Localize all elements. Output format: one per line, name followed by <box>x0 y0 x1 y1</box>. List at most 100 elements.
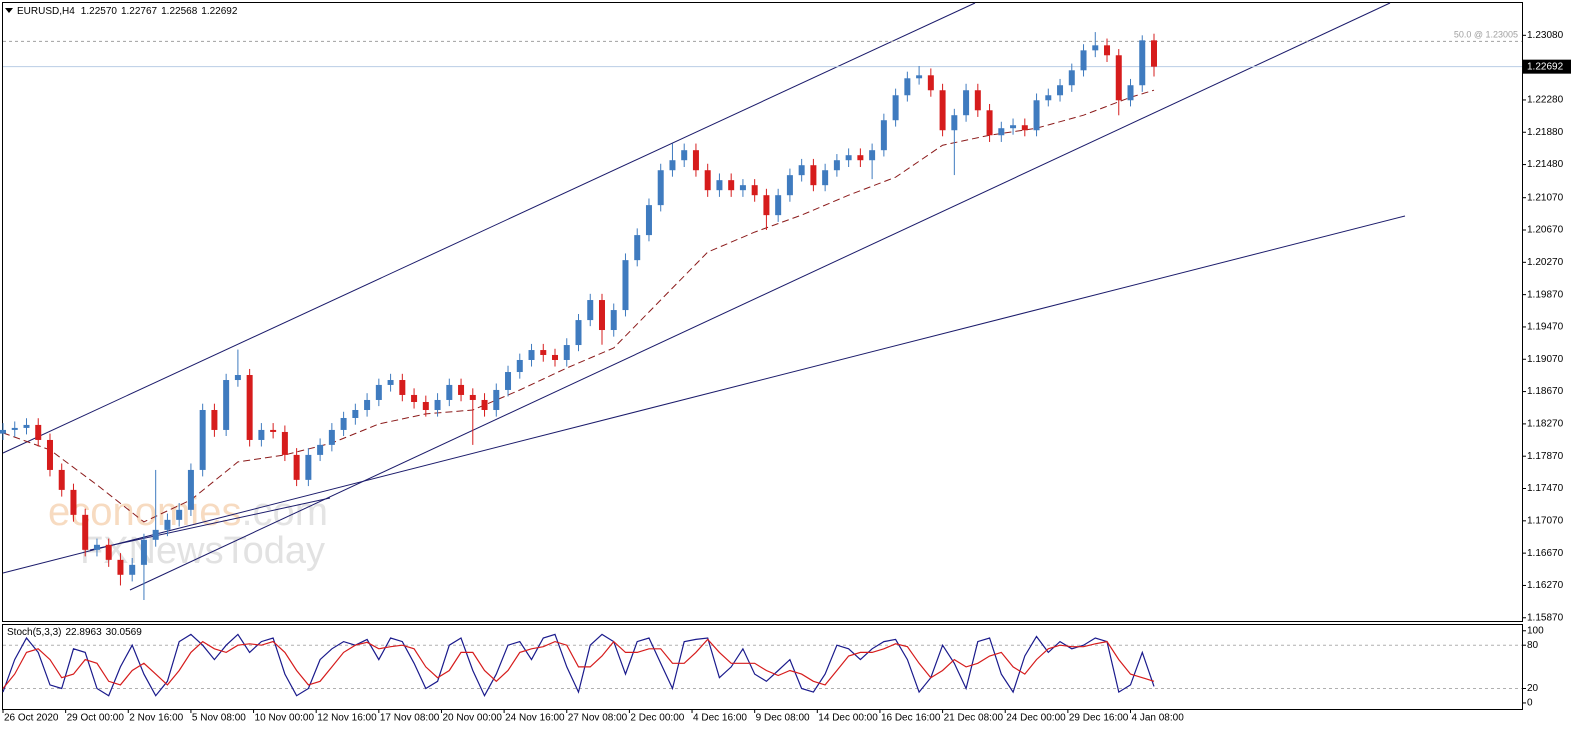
x-tick-label: 16 Dec 16:00 <box>881 713 941 724</box>
candle-body <box>46 439 53 470</box>
candle-body <box>681 150 688 161</box>
candle-body <box>528 350 535 360</box>
candle-body <box>610 310 617 331</box>
candle-body <box>176 509 183 520</box>
x-tick-label: 2 Dec 00:00 <box>630 713 684 724</box>
candle-body <box>317 444 324 455</box>
candle-body <box>187 469 194 510</box>
trendline <box>2 2 976 454</box>
y-tick-label: 1.23080 <box>1527 30 1564 41</box>
candle-body <box>974 90 981 111</box>
candle-body <box>434 399 441 410</box>
x-tick-label: 27 Nov 08:00 <box>568 713 628 724</box>
candle-body <box>458 384 465 395</box>
y-tick-label: 1.15870 <box>1527 612 1564 623</box>
candle-body <box>963 90 970 116</box>
candle-body <box>540 350 547 355</box>
x-tick-label: 21 Dec 08:00 <box>944 713 1004 724</box>
candle-body <box>364 399 371 410</box>
candle-body <box>1150 40 1157 67</box>
x-tick-label: 12 Nov 16:00 <box>317 713 377 724</box>
trendline <box>89 497 331 551</box>
candle-body <box>117 559 124 575</box>
candle-body <box>1033 100 1040 131</box>
candle-body <box>328 429 335 445</box>
candle-body <box>1092 45 1099 51</box>
x-tick-label: 9 Dec 08:00 <box>756 713 810 724</box>
y-tick-label: 80 <box>1527 640 1539 651</box>
candle-body <box>140 539 147 565</box>
candle-body <box>1115 55 1122 101</box>
candle-body <box>446 384 453 400</box>
stoch-line <box>2 633 1155 698</box>
candle-body <box>998 128 1005 136</box>
y-tick-label: 1.18270 <box>1527 419 1564 430</box>
candle-body <box>587 300 594 321</box>
candle-body <box>763 195 770 216</box>
candle-body <box>469 394 476 400</box>
x-tick-label: 24 Dec 00:00 <box>1006 713 1066 724</box>
x-tick-label: 2 Nov 16:00 <box>129 713 183 724</box>
candle-body <box>481 399 488 410</box>
candle-body <box>692 150 699 171</box>
candle-body <box>775 195 782 216</box>
y-tick-label: 1.18670 <box>1527 386 1564 397</box>
candle-body <box>904 78 911 96</box>
stoch-line <box>2 638 1155 689</box>
y-tick-label: 1.21880 <box>1527 127 1564 138</box>
candle-body <box>880 120 887 151</box>
candle-body <box>1139 40 1146 86</box>
y-tick-label: 1.17870 <box>1527 451 1564 462</box>
y-tick-label: 1.20270 <box>1527 257 1564 268</box>
candle-body <box>845 155 852 161</box>
x-tick-label: 29 Oct 00:00 <box>67 713 125 724</box>
candle-body <box>105 544 112 560</box>
candle-body <box>1045 95 1052 101</box>
y-tick-label: 20 <box>1527 683 1539 694</box>
candle-body <box>293 454 300 480</box>
x-tick-label: 14 Dec 00:00 <box>818 713 878 724</box>
y-tick-label: 1.19470 <box>1527 322 1564 333</box>
candle-body <box>493 389 500 410</box>
candle-body <box>223 380 230 430</box>
candle-body <box>0 429 6 434</box>
candle-body <box>82 514 89 550</box>
candle-body <box>916 75 923 79</box>
menu-arrow[interactable] <box>5 8 13 13</box>
candle-body <box>411 394 418 402</box>
candle-body <box>575 320 582 346</box>
x-tick-label: 10 Nov 00:00 <box>255 713 315 724</box>
candle-body <box>340 417 347 430</box>
candle-body <box>986 110 993 136</box>
candle-body <box>563 345 570 360</box>
y-tick-label: 1.20670 <box>1527 225 1564 236</box>
y-tick-label: 1.17470 <box>1527 483 1564 494</box>
x-tick-label: 29 Dec 16:00 <box>1069 713 1129 724</box>
candle-body <box>11 427 18 430</box>
level-label: 50.0 @ 1.23005 <box>1454 30 1518 40</box>
x-tick-label: 24 Nov 16:00 <box>505 713 565 724</box>
candle-body <box>927 75 934 91</box>
x-tick-label: 4 Jan 08:00 <box>1132 713 1185 724</box>
x-tick-label: 4 Dec 16:00 <box>693 713 747 724</box>
candle-body <box>622 260 629 311</box>
stoch-header: Stoch(5,3,3) 22.8963 30.0569 <box>7 627 142 638</box>
candle-body <box>951 115 958 131</box>
candle-body <box>939 90 946 131</box>
candle-body <box>657 170 664 206</box>
candle-body <box>211 409 218 430</box>
candle-body <box>387 380 394 385</box>
x-tick-label: 26 Oct 2020 <box>4 713 59 724</box>
candle-body <box>505 372 512 390</box>
x-tick-label: 20 Nov 00:00 <box>442 713 502 724</box>
candle-body <box>375 384 382 400</box>
y-tick-label: 1.19070 <box>1527 354 1564 365</box>
candle-body <box>645 205 652 236</box>
y-tick-label: 1.22280 <box>1527 95 1564 106</box>
candle-body <box>728 180 735 191</box>
y-tick-label: 1.16270 <box>1527 580 1564 591</box>
candle-body <box>552 354 559 360</box>
candle-body <box>164 519 171 530</box>
candle-body <box>822 170 829 186</box>
